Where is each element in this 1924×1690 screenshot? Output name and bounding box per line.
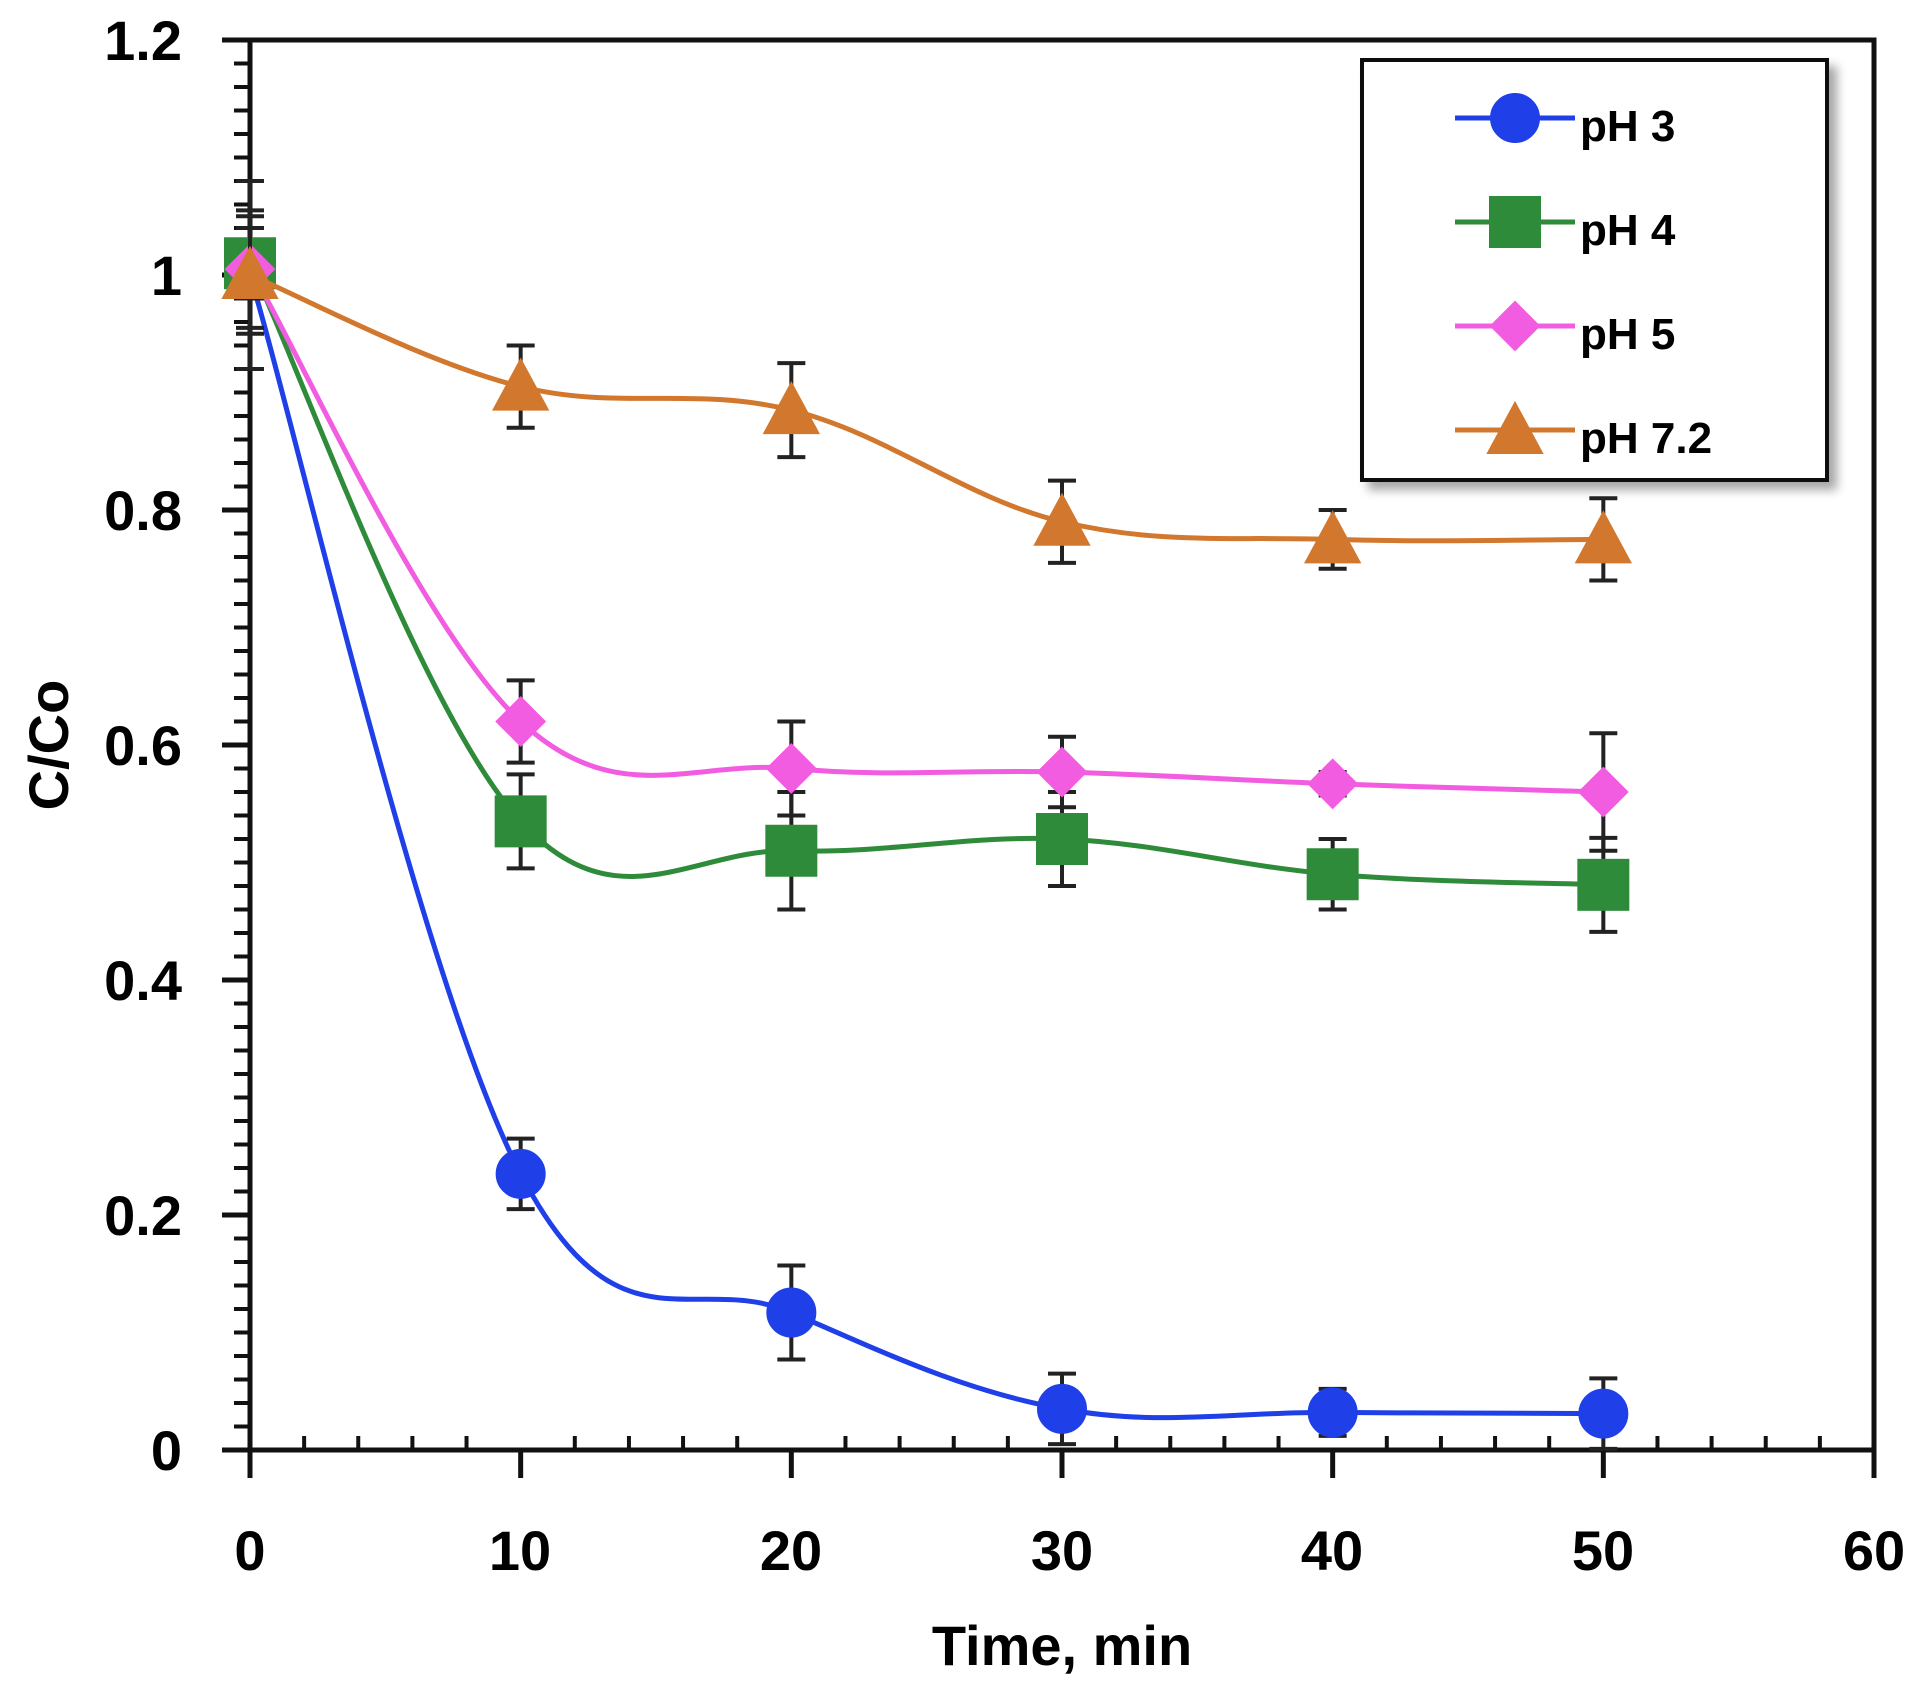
series-line [249, 272, 1604, 544]
data-point [495, 1148, 546, 1199]
data-point [1307, 1387, 1358, 1438]
data-point [221, 245, 279, 299]
data-point [1036, 813, 1088, 865]
data-point [1037, 1383, 1087, 1434]
y-tick-label-1.2: 1.2 [104, 9, 182, 72]
x-axis-ticks [247, 1436, 1877, 1478]
y-tick-labels: 0 0.2 0.4 0.6 0.8 1 1.2 [104, 9, 182, 1482]
y-tick-label-0.6: 0.6 [104, 714, 182, 777]
legend-marker [1490, 93, 1540, 143]
x-tick-label-60: 60 [1843, 1519, 1905, 1582]
series-layer [221, 179, 1633, 1451]
data-point [1307, 758, 1359, 810]
y-tick-label-0.8: 0.8 [104, 479, 182, 542]
y-tick-label-0.2: 0.2 [104, 1184, 182, 1247]
series-ph-7.2 [221, 179, 1633, 583]
x-tick-labels: 0 10 20 30 40 50 60 [234, 1519, 1905, 1582]
data-point [1578, 1388, 1629, 1439]
data-point [762, 381, 821, 435]
legend-marker [1489, 300, 1541, 352]
legend-marker [1489, 196, 1541, 248]
x-axis-title: Time, min [932, 1614, 1192, 1677]
x-tick-label-0: 0 [234, 1519, 265, 1582]
data-point [765, 824, 818, 877]
x-tick-label-30: 30 [1031, 1519, 1093, 1582]
legend-label-ph3: pH 3 [1580, 102, 1675, 151]
y-axis-title: C/Co [17, 680, 80, 811]
x-tick-label-20: 20 [760, 1519, 822, 1582]
legend-marker [1486, 400, 1544, 454]
legend-label-ph5: pH 5 [1580, 310, 1675, 359]
legend-box [1360, 58, 1829, 482]
data-point [495, 696, 547, 747]
data-point [765, 743, 817, 794]
y-tick-label-1: 1 [151, 244, 182, 307]
legend-label-ph7.2: pH 7.2 [1580, 414, 1712, 463]
legend-label-ph4: pH 4 [1580, 206, 1676, 255]
y-tick-label-0.4: 0.4 [104, 949, 182, 1012]
data-point [1036, 746, 1088, 798]
data-point [1306, 848, 1359, 901]
data-point [1577, 858, 1630, 911]
x-tick-label-10: 10 [489, 1519, 551, 1582]
legend: pH 3 pH 4 pH 5 pH 7.2 [1360, 58, 1829, 482]
legend-markers [1455, 93, 1575, 454]
data-point [1033, 492, 1091, 546]
data-point [766, 1287, 817, 1338]
series-ph-4 [224, 226, 1630, 934]
y-tick-label-0: 0 [151, 1419, 182, 1482]
data-point [491, 357, 550, 411]
data-point [494, 795, 547, 848]
x-tick-label-40: 40 [1301, 1519, 1363, 1582]
data-point [1574, 510, 1633, 564]
data-point [1577, 766, 1629, 818]
data-point [1303, 510, 1362, 564]
x-tick-label-50: 50 [1572, 1519, 1634, 1582]
